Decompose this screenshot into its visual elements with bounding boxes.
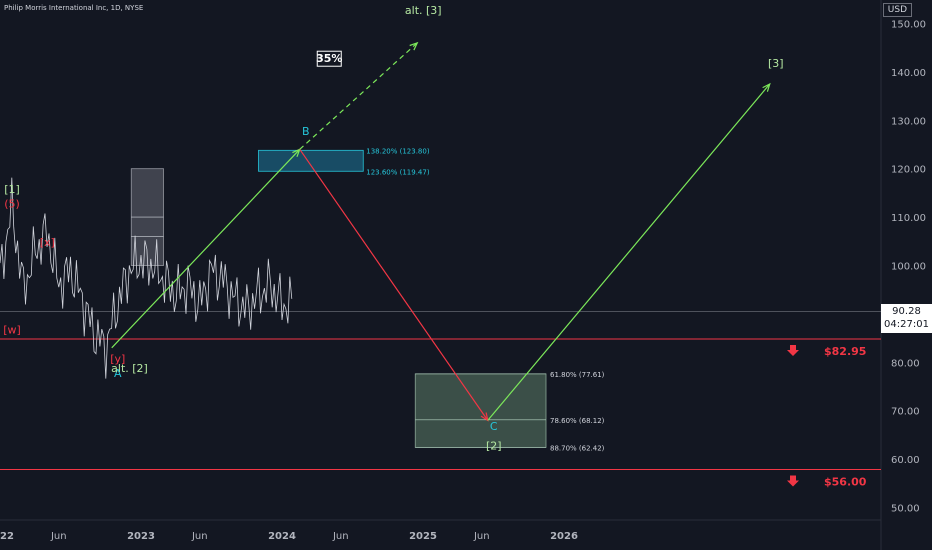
y-tick-label: 110.00	[891, 213, 926, 224]
x-tick-label: 2022	[0, 531, 14, 542]
wave-label: [w]	[3, 323, 21, 336]
wave-label: (5)	[4, 197, 20, 210]
fib-upper-box	[258, 149, 364, 172]
projection-line	[111, 148, 301, 349]
fib-level-label: 61.80% (77.61)	[550, 371, 605, 379]
wave-label: alt. [3]	[405, 4, 442, 17]
fib-upper-zone: 138.20% (123.80) 123.60% (119.47)	[258, 147, 430, 176]
fib-level-label: 138.20% (123.80)	[366, 147, 430, 155]
wave-label: [3]	[768, 57, 784, 70]
y-tick-label: 60.00	[891, 455, 920, 466]
projection-paths	[111, 41, 771, 422]
wave-label: B	[302, 125, 310, 138]
x-tick-label: 2026	[550, 531, 578, 542]
arrowhead-icon	[762, 82, 771, 92]
wave-label: [x]	[40, 236, 55, 249]
price-axis[interactable]: 150.00140.00130.00120.00110.00100.0090.0…	[891, 20, 926, 515]
wave-label: [2]	[486, 439, 502, 452]
x-tick-label: 2024	[268, 531, 296, 542]
currency-button[interactable]: USD	[882, 3, 912, 17]
time-axis[interactable]: 2022 Jun 2023 Jun 2024 Jun 2025 Jun 2026	[0, 531, 578, 542]
down-arrow-icon	[787, 345, 799, 357]
horizontal-levels: $82.95 $56.00	[0, 338, 881, 488]
x-tick-label: Jun	[191, 531, 208, 542]
level-price-label: $82.95	[824, 345, 866, 358]
wave-label: [1]	[4, 183, 20, 196]
projection-line	[487, 83, 771, 421]
x-tick-label: Jun	[332, 531, 349, 542]
y-tick-label: 120.00	[891, 165, 926, 176]
arrowhead-icon	[409, 41, 419, 51]
x-tick-label: Jun	[473, 531, 490, 542]
fib-level-label: 78.60% (68.12)	[550, 417, 605, 425]
wave-label: 35%	[316, 52, 342, 65]
y-tick-label: 130.00	[891, 116, 926, 127]
projection-line	[299, 148, 489, 421]
x-tick-label: Jun	[50, 531, 67, 542]
wave-label: A	[114, 367, 122, 380]
bar-countdown: 04:27:01	[884, 319, 929, 330]
down-arrow-icon	[787, 475, 799, 487]
consolidation-box	[130, 168, 164, 266]
last-price-tag: 90.28 04:27:01	[881, 304, 932, 333]
fib-level-label: 88.70% (62.42)	[550, 444, 605, 452]
x-tick-label: 2023	[127, 531, 155, 542]
level-price-label: $56.00	[824, 475, 867, 488]
y-tick-label: 80.00	[891, 358, 920, 369]
x-tick-label: 2025	[409, 531, 437, 542]
symbol-title: Philip Morris International Inc, 1D, NYS…	[4, 4, 144, 12]
wave-label: [y]	[110, 352, 125, 365]
y-tick-label: 140.00	[891, 68, 926, 79]
last-price-value: 90.28	[892, 306, 921, 317]
y-tick-label: 70.00	[891, 407, 920, 418]
y-tick-label: 50.00	[891, 504, 920, 515]
fib-level-label: 123.60% (119.47)	[366, 168, 430, 176]
wave-label: alt. [2]	[111, 362, 148, 375]
percent-badge	[316, 50, 342, 67]
wave-label: C	[490, 420, 498, 433]
price-series-line	[0, 177, 293, 379]
fib-lower-zone: 61.80% (77.61) 78.60% (68.12) 88.70% (62.4…	[414, 371, 605, 452]
y-tick-label: 150.00	[891, 20, 926, 31]
y-tick-label: 100.00	[891, 262, 926, 273]
